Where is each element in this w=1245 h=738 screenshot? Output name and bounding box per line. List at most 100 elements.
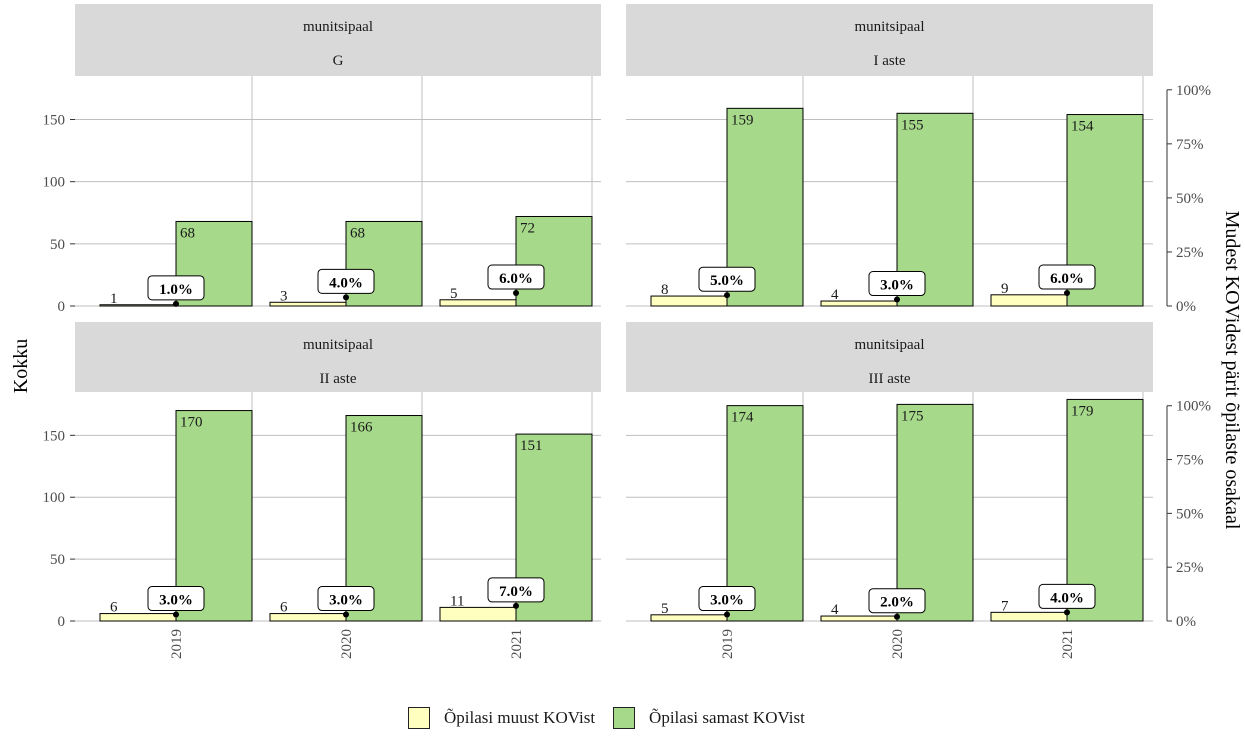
legend-item-samast: Õpilasi samast KOVist <box>613 707 805 729</box>
y-tick-label: 100 <box>43 490 66 506</box>
y-tick-label: 100 <box>43 175 66 191</box>
share-label-box <box>147 275 205 301</box>
legend-swatch-samast <box>613 707 636 729</box>
bar-label-samast: 68 <box>180 225 195 241</box>
share-label-box <box>487 577 545 603</box>
y2-tick-label: 25% <box>1176 560 1204 576</box>
share-label: 3.0% <box>159 593 193 609</box>
y2-tick-label: 75% <box>1176 137 1204 153</box>
bar-label-samast: 72 <box>520 220 535 236</box>
share-label-box <box>317 268 375 294</box>
y-tick-label: 0 <box>58 299 66 315</box>
facet-strip <box>626 4 1153 76</box>
y2-tick-label: 100% <box>1176 399 1211 415</box>
facet-strip-label-bottom: G <box>333 53 344 69</box>
share-point <box>894 296 900 303</box>
share-label: 4.0% <box>1050 590 1084 606</box>
share-label: 3.0% <box>880 278 914 294</box>
share-label: 1.0% <box>159 282 193 298</box>
share-point <box>1064 290 1070 297</box>
bar-label-samast: 151 <box>520 438 543 454</box>
bar-samast <box>175 410 253 622</box>
y2-tick-label: 50% <box>1176 191 1204 207</box>
x-tick-label: 2021 <box>1060 629 1076 659</box>
bar-samast <box>726 405 804 622</box>
y-tick-label: 150 <box>43 113 66 129</box>
share-point <box>173 300 179 307</box>
share-label: 4.0% <box>329 275 363 291</box>
bar-label-muust: 4 <box>831 287 839 303</box>
share-point <box>343 611 349 618</box>
x-tick-label: 2020 <box>890 629 906 659</box>
share-label: 6.0% <box>499 271 533 287</box>
facet-strip <box>75 4 601 76</box>
share-point <box>513 290 519 297</box>
facet-strip-label-top: munitsipaal <box>303 19 373 35</box>
bar-label-samast: 155 <box>901 117 924 133</box>
bar-label-muust: 4 <box>831 602 839 618</box>
bar-label-muust: 7 <box>1001 598 1009 614</box>
share-point <box>173 611 179 618</box>
bar-label-samast: 154 <box>1071 119 1094 135</box>
share-label: 7.0% <box>499 584 533 600</box>
bar-muust <box>439 606 517 622</box>
bar-label-samast: 175 <box>901 408 924 424</box>
y2-tick-label: 75% <box>1176 453 1204 469</box>
share-label-box <box>868 271 926 297</box>
bar-label-muust: 5 <box>661 601 669 617</box>
share-label: 5.0% <box>710 273 744 289</box>
bar-label-muust: 1 <box>110 291 118 307</box>
y2-tick-label: 50% <box>1176 506 1204 522</box>
bar-label-muust: 3 <box>280 288 288 304</box>
legend-label-samast: Õpilasi samast KOVist <box>649 708 805 727</box>
y-tick-label: 0 <box>58 614 66 630</box>
share-label: 2.0% <box>880 595 914 611</box>
legend: Õpilasi muust KOVist Õpilasi samast KOVi… <box>408 706 823 730</box>
bar-label-samast: 174 <box>731 410 754 426</box>
share-point <box>343 294 349 301</box>
legend-item-muust: Õpilasi muust KOVist <box>408 707 595 729</box>
share-point <box>724 611 730 618</box>
legend-swatch-muust <box>408 707 430 729</box>
bar-samast <box>896 403 974 622</box>
y-tick-label: 50 <box>50 552 65 568</box>
share-point <box>724 292 730 299</box>
y-tick-label: 150 <box>43 428 66 444</box>
y2-tick-label: 100% <box>1176 83 1211 99</box>
share-label-box <box>698 586 756 612</box>
share-label: 6.0% <box>1050 271 1084 287</box>
share-label-box <box>1038 264 1096 290</box>
bar-label-muust: 9 <box>1001 281 1009 297</box>
facet-strip-label-top: munitsipaal <box>855 337 925 353</box>
y2-tick-label: 0% <box>1176 614 1196 630</box>
y2-tick-label: 0% <box>1176 299 1196 315</box>
bar-label-muust: 6 <box>280 600 288 616</box>
share-label-box <box>1038 583 1096 609</box>
facet-strip-label-top: munitsipaal <box>303 337 373 353</box>
share-label-box <box>487 264 545 290</box>
facet-strip-label-top: munitsipaal <box>855 19 925 35</box>
bar-label-samast: 166 <box>350 420 373 436</box>
bar-label-samast: 68 <box>350 225 365 241</box>
bar-label-muust: 8 <box>661 282 669 298</box>
y2-tick-label: 25% <box>1176 245 1204 261</box>
share-point <box>1064 609 1070 616</box>
bar-label-muust: 5 <box>450 286 458 302</box>
x-tick-label: 2019 <box>169 629 185 659</box>
y-tick-label: 50 <box>50 237 65 253</box>
share-label: 3.0% <box>710 593 744 609</box>
facet-strip-label-bottom: II aste <box>319 371 356 387</box>
facet-strip-label-bottom: III aste <box>868 371 910 387</box>
share-label-box <box>147 586 205 612</box>
legend-label-muust: Õpilasi muust KOVist <box>444 708 596 727</box>
facet-strip-label-bottom: I aste <box>873 53 905 69</box>
y2-axis-title: Mudest KOVidest pärit õpilaste osakaal <box>1221 211 1243 530</box>
share-point <box>894 613 900 620</box>
bar-label-samast: 170 <box>180 415 203 431</box>
bar-label-samast: 159 <box>731 112 754 128</box>
y-axis-title: Kokku <box>10 339 32 393</box>
bar-label-samast: 179 <box>1071 403 1094 419</box>
x-tick-label: 2019 <box>720 629 736 659</box>
